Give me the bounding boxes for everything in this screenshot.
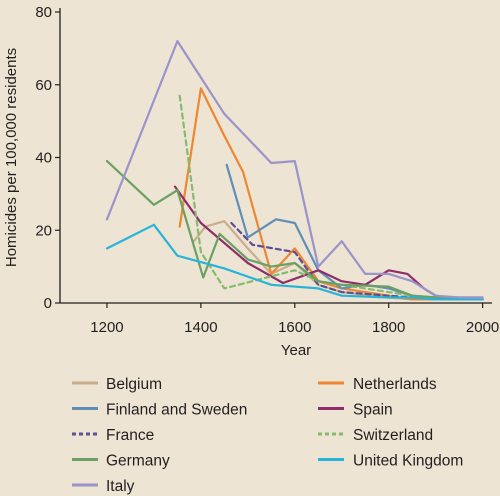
- x-tick-label: 1200: [90, 319, 123, 336]
- y-axis-label: Homicides per 100,000 residents: [3, 48, 20, 267]
- legend-label-spain: Spain: [353, 402, 393, 419]
- y-tick-label: 0: [44, 295, 52, 312]
- legend-label-finland-and-sweden: Finland and Sweden: [106, 402, 247, 419]
- x-tick-label: 1600: [278, 319, 311, 336]
- legend: Belgium Netherlands Finland and Sweden Spai…: [72, 376, 463, 495]
- legend-label-belgium: Belgium: [106, 376, 162, 393]
- plot-area: [105, 40, 484, 301]
- x-tick-label: 1800: [372, 319, 405, 336]
- legend-label-united-kingdom: United Kingdom: [353, 453, 463, 470]
- axes: 0 20 40 60 80 1200 1400 1600 1800 2000: [35, 4, 499, 336]
- y-tick-label: 40: [35, 150, 52, 167]
- legend-label-france: France: [106, 427, 154, 444]
- series-line-netherlands: [178, 87, 484, 301]
- y-tick-label: 60: [35, 77, 52, 94]
- series-line-italy: [105, 40, 484, 299]
- x-tick-label: 1400: [184, 319, 217, 336]
- y-tick-label: 20: [35, 222, 52, 239]
- legend-label-germany: Germany: [106, 453, 170, 470]
- x-tick-label: 2000: [466, 319, 499, 336]
- series-line-united-kingdom: [105, 223, 484, 301]
- series-line-germany: [105, 160, 484, 301]
- legend-label-switzerland: Switzerland: [353, 427, 433, 444]
- x-axis-label: Year: [281, 342, 311, 359]
- legend-label-netherlands: Netherlands: [353, 376, 437, 393]
- legend-label-italy: Italy: [106, 478, 135, 495]
- y-tick-label: 80: [35, 4, 52, 21]
